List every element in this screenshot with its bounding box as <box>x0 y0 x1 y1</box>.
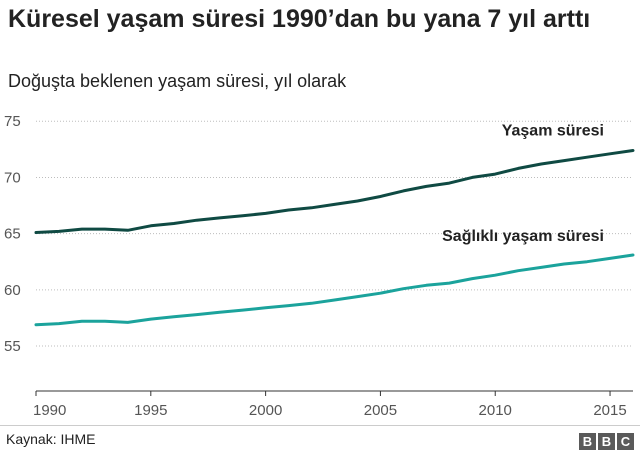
axes: 55 60 65 70 75 1990 1995 2000 2005 2010 2015 <box>4 113 633 419</box>
chart-title: Küresel yaşam süresi 1990’dan bu yana 7 … <box>8 5 591 33</box>
x-tick-label: 2015 <box>593 402 626 419</box>
series-labels: Yaşam süresi Sağlıklı yaşam süresi <box>442 122 604 245</box>
series-label: Yaşam süresi <box>502 122 604 139</box>
series-line <box>34 253 635 327</box>
bbc-logo-letter: B <box>598 433 615 450</box>
bbc-logo: B B C <box>579 433 634 450</box>
y-tick-label: 60 <box>4 282 21 299</box>
series-lines <box>34 149 635 327</box>
series-line <box>34 149 635 234</box>
series-label: Sağlıklı yaşam süresi <box>442 228 604 245</box>
footer-divider <box>0 425 640 426</box>
y-tick-label: 75 <box>4 113 21 130</box>
y-tick-label: 70 <box>4 169 21 186</box>
grid-lines <box>36 120 633 347</box>
y-tick-label: 55 <box>4 338 21 355</box>
chart-subtitle: Doğuşta beklenen yaşam süresi, yıl olara… <box>8 71 347 91</box>
line-chart: 55 60 65 70 75 1990 1995 2000 2005 2010 2015 Yaşam… <box>4 113 635 419</box>
y-tick-label: 65 <box>4 226 21 243</box>
x-tick-label: 1995 <box>134 402 167 419</box>
bbc-logo-letter: C <box>617 433 634 450</box>
x-tick-label: 2010 <box>479 402 512 419</box>
x-tick-label: 1990 <box>33 402 66 419</box>
x-tick-label: 2005 <box>364 402 397 419</box>
x-tick-label: 2000 <box>249 402 282 419</box>
source-note: Kaynak: IHME <box>6 431 96 447</box>
bbc-logo-letter: B <box>579 433 596 450</box>
